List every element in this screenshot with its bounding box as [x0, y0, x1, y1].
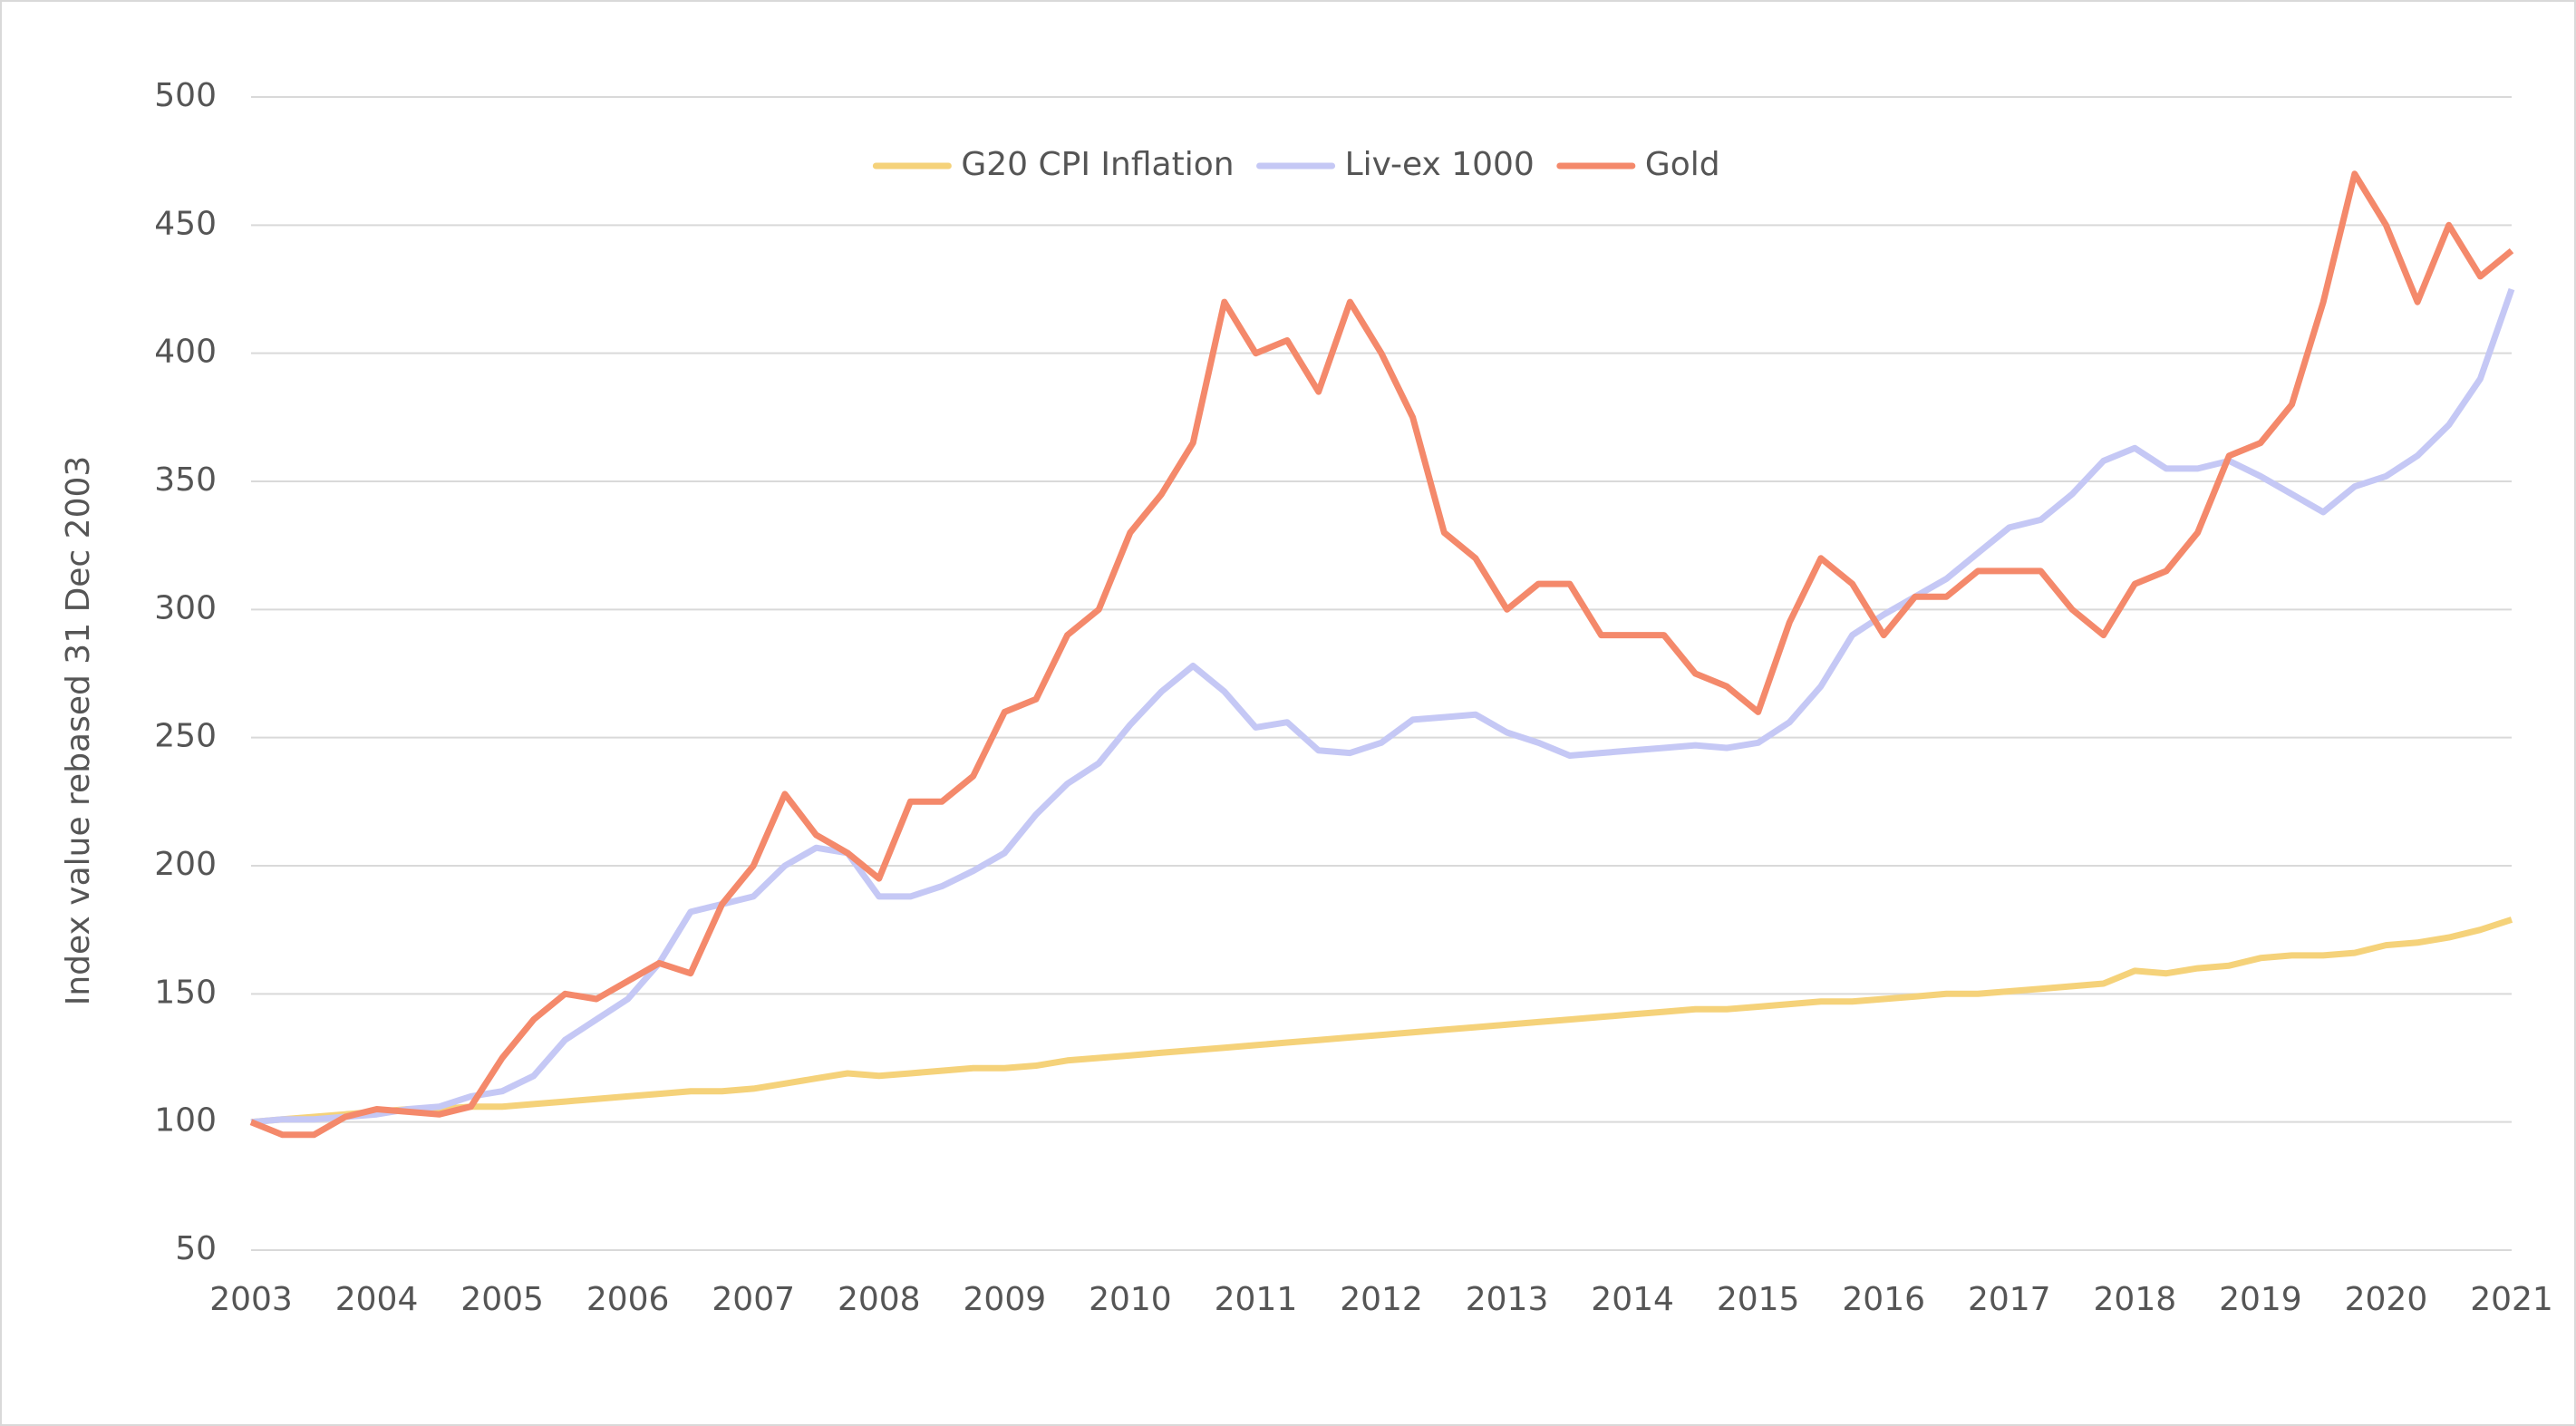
y-tick-label: 350 [154, 461, 217, 499]
x-tick-label: 2007 [712, 1281, 795, 1318]
x-tick-label: 2006 [586, 1281, 670, 1318]
legend-label: Liv-ex 1000 [1345, 146, 1535, 183]
x-tick-label: 2020 [2345, 1281, 2428, 1318]
x-tick-label: 2003 [209, 1281, 293, 1318]
x-tick-label: 2016 [1842, 1281, 1925, 1318]
y-tick-label: 300 [154, 589, 217, 626]
y-tick-label: 150 [154, 974, 217, 1011]
y-tick-label: 100 [154, 1102, 217, 1140]
y-tick-label: 500 [154, 77, 217, 114]
y-tick-label: 250 [154, 718, 217, 755]
x-tick-label: 2021 [2470, 1281, 2553, 1318]
x-tick-label: 2008 [838, 1281, 921, 1318]
y-axis-label: Index value rebased 31 Dec 2003 [60, 456, 97, 1006]
y-tick-label: 50 [175, 1230, 217, 1267]
series-line [250, 287, 2515, 1126]
x-tick-label: 2009 [964, 1281, 1047, 1318]
y-tick-label: 450 [154, 205, 217, 242]
y-tick-label: 200 [154, 846, 217, 883]
series-line [249, 170, 2514, 1139]
x-tick-label: 2017 [1968, 1281, 2051, 1318]
x-tick-label: 2019 [2219, 1281, 2302, 1318]
x-tick-label: 2013 [1466, 1281, 1549, 1318]
x-tick-label: 2014 [1591, 1281, 1674, 1318]
series-line [250, 917, 2513, 1126]
x-tick-label: 2004 [335, 1281, 419, 1318]
x-tick-label: 2011 [1215, 1281, 1298, 1318]
x-tick-label: 2018 [2094, 1281, 2177, 1318]
legend-label: G20 CPI Inflation [961, 146, 1234, 183]
x-tick-label: 2015 [1717, 1281, 1800, 1318]
x-tick-label: 2012 [1340, 1281, 1423, 1318]
x-tick-label: 2005 [460, 1281, 544, 1318]
x-tick-label: 2010 [1089, 1281, 1172, 1318]
y-tick-label: 400 [154, 334, 217, 371]
legend-label: Gold [1645, 146, 1720, 183]
